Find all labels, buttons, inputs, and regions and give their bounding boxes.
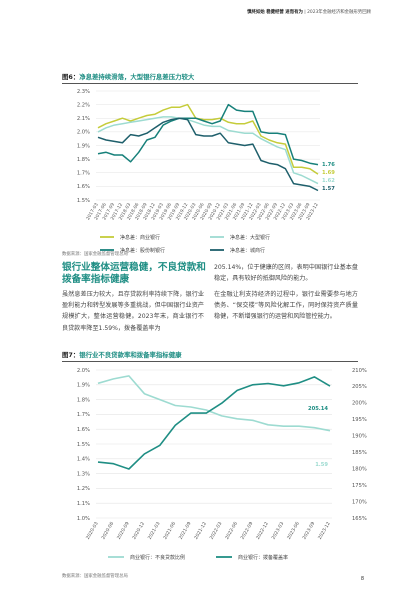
series-line-1 bbox=[97, 375, 331, 432]
figure7-title: 图7：银行业不良贷款率和拨备率指标健康 bbox=[62, 350, 181, 359]
y-left-tick-label: 1.1% bbox=[77, 501, 90, 507]
y-left-tick-label: 1.8% bbox=[77, 397, 90, 403]
y-right-tick-label: 170% bbox=[352, 499, 367, 505]
figure6-title: 图6：净息差持续滑落，大型银行息差压力较大 bbox=[62, 72, 194, 81]
figure6-heading: 净息差持续滑落，大型银行息差压力较大 bbox=[79, 73, 195, 81]
series-line-3 bbox=[97, 103, 319, 166]
page-header: 慎终如始 稳健经营 进而有为 | 2023年金融经济和金融形势回顾 bbox=[247, 9, 371, 15]
x-tick-label: 2023-09 bbox=[301, 521, 316, 541]
x-tick-label: 2021-12 bbox=[193, 521, 208, 541]
npl-provision-chart: 1.0% 1.1% 1.2% 1.3% 1.4% 1.5% 1.6% 1.7% 1.8% 1.9%… bbox=[77, 368, 367, 561]
x-tick-label: 2023-06 bbox=[286, 521, 301, 541]
legend-label: 净息差：商业银行 bbox=[120, 234, 160, 241]
y-left-tick-label: 1.7% bbox=[77, 412, 90, 418]
legend-label: 净息差：大型银行 bbox=[230, 234, 270, 241]
y-right-tick-label: 175% bbox=[352, 483, 367, 489]
end-label: 1.62 bbox=[322, 178, 335, 184]
y-tick-label: 1.5% bbox=[77, 198, 90, 204]
series-line-1 bbox=[97, 103, 319, 175]
legend-label: 净息差：股份制银行 bbox=[120, 247, 165, 254]
section-right-text-bottom: 在金融让利支持经济的过程中，银行业需要参与地方债务、“保交楼”等风险化解工作，同… bbox=[214, 291, 358, 321]
x-tick-label: 2021-06 bbox=[162, 521, 177, 541]
y-tick-label: 1.8% bbox=[77, 157, 90, 163]
figure7-heading: 银行业不良贷款率和拨备率指标健康 bbox=[79, 351, 182, 359]
section-left-text: 虽然息差压力较大，且存贷款利率持续下降，银行业盈利能力和转型发展等多重挑战，但中… bbox=[62, 291, 204, 332]
x-tick-label: 2020-06 bbox=[100, 521, 115, 541]
y-right-tick-label: 180% bbox=[352, 466, 367, 472]
end-label: 1.76 bbox=[322, 162, 335, 168]
x-tick-label: 2022-06 bbox=[224, 521, 239, 541]
x-tick-label: 2022-03 bbox=[209, 521, 224, 541]
end-label: 1.59 bbox=[315, 462, 328, 468]
end-label: 205.14 bbox=[308, 406, 328, 412]
y-tick-label: 2.1% bbox=[77, 116, 90, 122]
y-tick-label: 2.0% bbox=[77, 130, 90, 136]
y-right-tick-label: 200% bbox=[352, 401, 367, 407]
y-right-tick-label: 165% bbox=[352, 516, 367, 522]
y-tick-label: 1.6% bbox=[77, 184, 90, 190]
section-title: 银行业整体运营稳健，不良贷款和拨备率指标健康 bbox=[62, 262, 206, 286]
end-label: 1.57 bbox=[322, 186, 335, 192]
y-tick-label: 1.9% bbox=[77, 143, 90, 149]
end-label: 1.69 bbox=[322, 170, 335, 176]
y-right-tick-label: 205% bbox=[352, 384, 367, 390]
figure6-label: 图6： bbox=[62, 73, 80, 81]
x-tick-label: 2023-03 bbox=[271, 521, 286, 541]
header-rest: | 2023年金融经济和金融形势回顾 bbox=[302, 10, 371, 15]
legend-label: 商业银行：不良贷款比例 bbox=[130, 554, 185, 561]
figure7-label: 图7： bbox=[62, 351, 80, 359]
header-bold: 慎终如始 稳健经营 进而有为 bbox=[247, 10, 303, 15]
y-left-tick-label: 1.9% bbox=[77, 383, 90, 389]
x-tick-label: 2020-03 bbox=[85, 521, 100, 541]
x-tick-label: 2023-12 bbox=[317, 521, 332, 541]
y-left-tick-label: 1.4% bbox=[77, 457, 90, 463]
x-tick-label: 2021-03 bbox=[147, 521, 162, 541]
x-tick-label: 2021-09 bbox=[178, 521, 193, 541]
figure6-divider bbox=[62, 83, 358, 84]
figure6-source: 数据来源：国家金融监督管理总局 bbox=[62, 252, 128, 257]
y-tick-label: 2.2% bbox=[77, 102, 90, 108]
y-left-tick-label: 1.0% bbox=[77, 516, 90, 522]
x-tick-label: 2020-09 bbox=[116, 521, 131, 541]
legend-label: 净息差：城商行 bbox=[230, 247, 265, 254]
figure7-divider bbox=[62, 361, 358, 362]
series-line-2 bbox=[97, 116, 319, 185]
series-line-4 bbox=[97, 117, 319, 192]
figure7-source: 数据来源：国家金融监督管理总局 bbox=[62, 574, 128, 579]
y-tick-label: 1.7% bbox=[77, 171, 90, 177]
y-left-tick-label: 1.5% bbox=[77, 442, 90, 448]
page-number: 8 bbox=[360, 576, 364, 582]
y-left-tick-label: 1.2% bbox=[77, 486, 90, 492]
y-right-tick-label: 210% bbox=[352, 368, 367, 374]
y-left-tick-label: 2.0% bbox=[77, 368, 90, 374]
y-right-tick-label: 185% bbox=[352, 450, 367, 456]
y-left-tick-label: 1.6% bbox=[77, 427, 90, 433]
legend-label: 商业银行：拨备覆盖率 bbox=[238, 554, 288, 561]
net-interest-margin-chart: 1.5%1.6%1.7%1.8%1.9%2.0%2.1%2.2%2.3%2017… bbox=[77, 89, 335, 254]
y-right-tick-label: 195% bbox=[352, 417, 367, 423]
y-tick-label: 2.3% bbox=[77, 89, 90, 95]
y-left-tick-label: 1.3% bbox=[77, 471, 90, 477]
x-tick-label: 2022-09 bbox=[240, 521, 255, 541]
section-right-text-top: 205.14%，位于健康的区间，表明中国银行业基本盘稳定，具有较好的抵御风险的能… bbox=[214, 264, 358, 283]
x-tick-label: 2022-12 bbox=[255, 521, 270, 541]
series-line-2 bbox=[97, 376, 331, 470]
y-right-tick-label: 190% bbox=[352, 434, 367, 440]
x-tick-label: 2020-12 bbox=[131, 521, 146, 541]
